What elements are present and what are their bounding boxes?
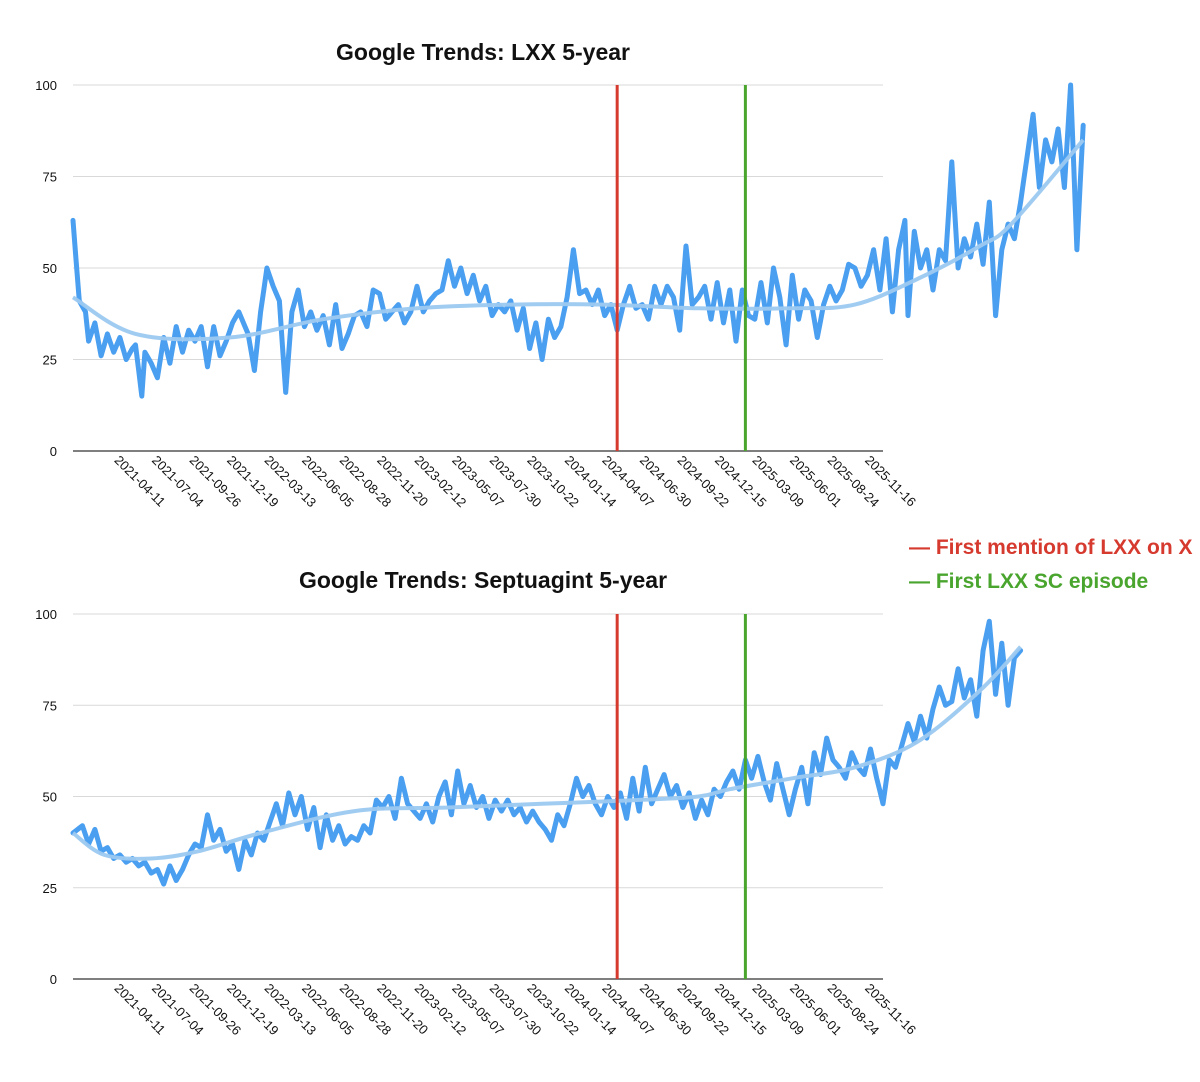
y-tick-label: 50 bbox=[43, 261, 57, 276]
y-tick-label: 50 bbox=[43, 790, 57, 805]
legend-first-episode: — First LXX SC episode bbox=[909, 570, 1149, 593]
y-tick-label: 100 bbox=[35, 607, 57, 622]
chart-lxx: Google Trends: LXX 5-year02550751002021-… bbox=[35, 39, 1086, 510]
legend-first-mention: — First mention of LXX on X bbox=[909, 536, 1193, 559]
y-tick-label: 75 bbox=[43, 698, 57, 713]
trend-line-septuagint bbox=[71, 645, 1023, 861]
series-line-lxx bbox=[70, 82, 1086, 399]
y-tick-label: 25 bbox=[43, 353, 57, 368]
y-tick-label: 0 bbox=[50, 444, 57, 459]
y-tick-label: 100 bbox=[35, 78, 57, 93]
y-tick-label: 25 bbox=[43, 881, 57, 896]
y-tick-label: 0 bbox=[50, 972, 57, 987]
series-line-septuagint bbox=[70, 618, 1024, 887]
chart-title: Google Trends: LXX 5-year bbox=[336, 39, 630, 65]
trend-line-lxx bbox=[71, 138, 1085, 342]
y-tick-label: 75 bbox=[43, 170, 57, 185]
chart-title: Google Trends: Septuagint 5-year bbox=[299, 567, 667, 593]
chart-septuagint: Google Trends: Septuagint 5-year 0 25 50 75 1… bbox=[35, 567, 1024, 1038]
